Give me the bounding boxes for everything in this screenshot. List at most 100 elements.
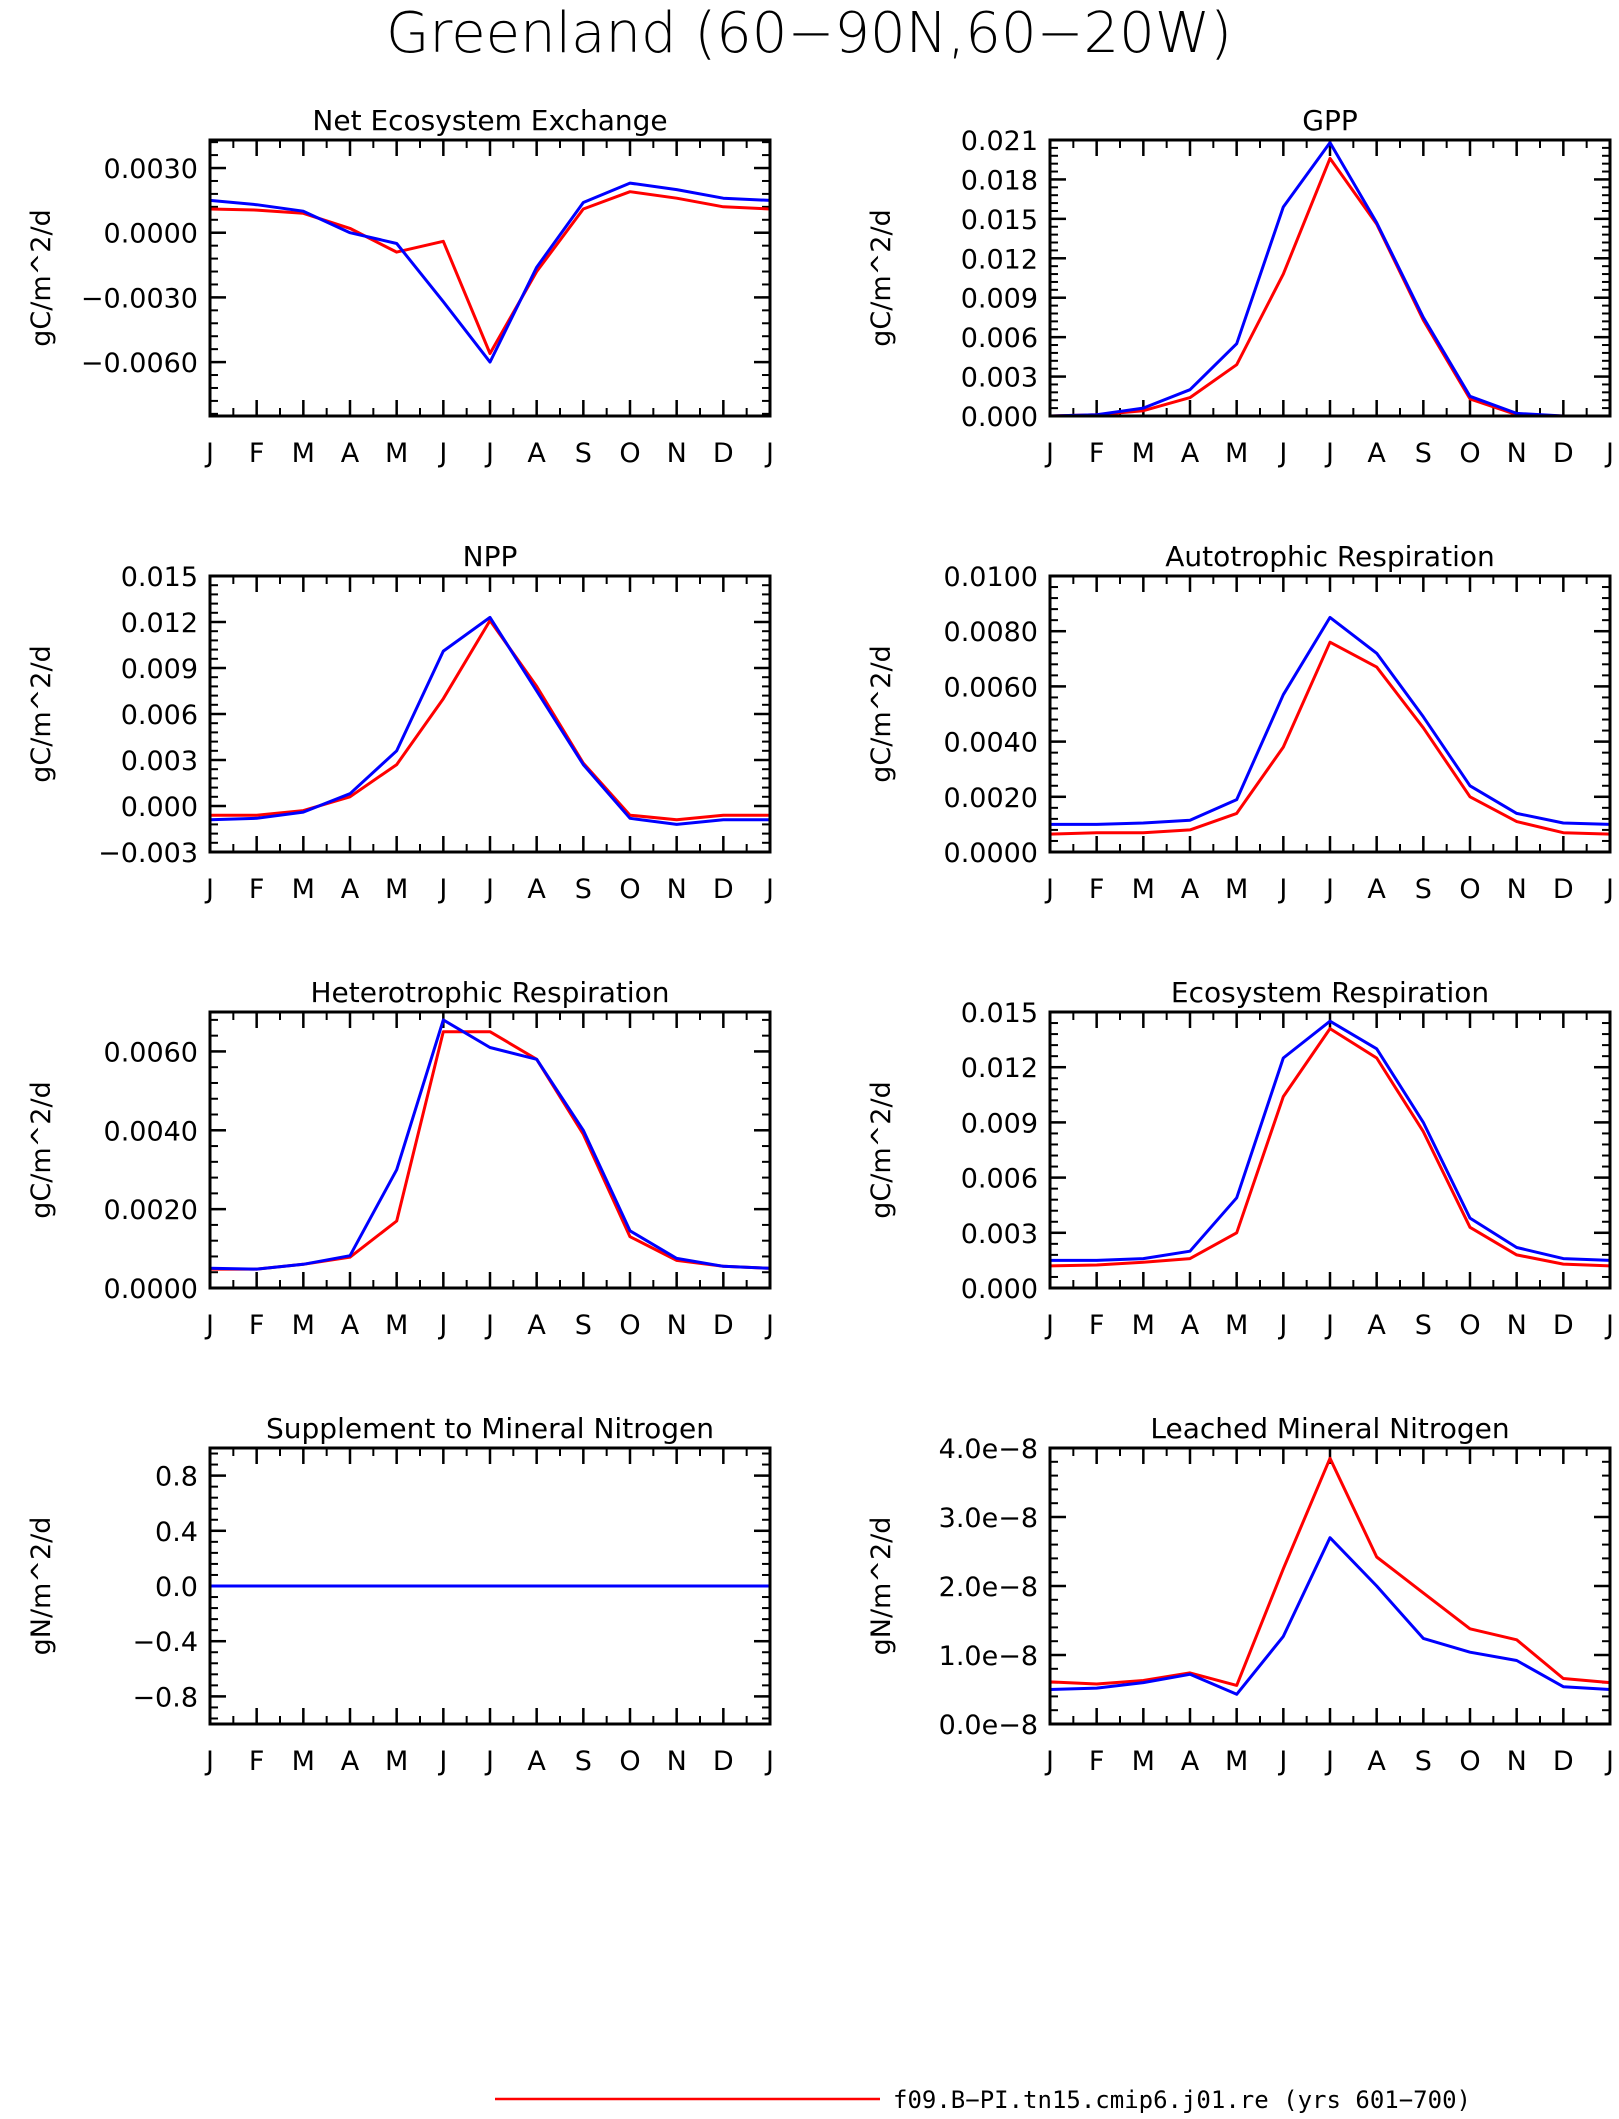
- legend-label: f09.B−PI.tn15.cmip6.j01.re (yrs 601−700): [893, 2086, 1471, 2114]
- x-tick-label: M: [1132, 874, 1155, 905]
- x-tick-label: M: [1225, 1746, 1248, 1777]
- x-tick-label: S: [575, 438, 592, 469]
- series-line-blue: [209, 615, 770, 826]
- series-line-red: [1049, 156, 1610, 418]
- x-tick-label: J: [1324, 1746, 1334, 1777]
- x-tick-label: A: [1367, 438, 1386, 469]
- y-tick-label: −0.4: [132, 1627, 198, 1658]
- panel-title: Autotrophic Respiration: [1165, 540, 1494, 573]
- series-line-red: [210, 1030, 771, 1271]
- chart-panel-6: Ecosystem Respiration gC/m^2/d 0.000 0.003 0…: [866, 976, 1614, 1341]
- x-tick-label: N: [1507, 1746, 1527, 1777]
- x-tick-label: M: [385, 438, 408, 469]
- y-tick-label: 0.003: [961, 1219, 1038, 1250]
- chart-panel-3: NPP gC/m^2/d −0.003 0.000 0.003 0.006 0.009 0.0…: [26, 540, 774, 905]
- x-tick-label: A: [341, 1746, 360, 1777]
- x-tick-label: D: [1553, 874, 1574, 905]
- legend: f09.B−PI.tn15.cmip6.j01.re (yrs 601−700): [495, 2086, 1471, 2114]
- x-tick-label: N: [667, 1746, 687, 1777]
- panel-title: Ecosystem Respiration: [1171, 976, 1489, 1009]
- x-tick-label: J: [484, 1310, 494, 1341]
- x-tick-label: J: [1324, 438, 1334, 469]
- x-tick-label: D: [713, 438, 734, 469]
- x-tick-label: J: [1277, 1310, 1287, 1341]
- x-tick-label: J: [437, 1746, 447, 1777]
- y-tick-label: 0.0: [155, 1572, 198, 1603]
- plot-frame: [208, 574, 772, 854]
- y-tick-label: 0.0000: [944, 838, 1038, 869]
- x-tick-label: O: [1459, 1746, 1480, 1777]
- series-line-blue: [1049, 1536, 1611, 1696]
- x-tick-label: A: [527, 1746, 546, 1777]
- series-line-red: [1049, 1027, 1611, 1268]
- panel-title: Net Ecosystem Exchange: [312, 104, 667, 137]
- y-axis-label: gN/m^2/d: [866, 1517, 897, 1656]
- plot-frame: [208, 1010, 772, 1290]
- y-tick-label: 0.0060: [944, 672, 1038, 703]
- chart-panel-1: Net Ecosystem Exchange gC/m^2/d 0.0030 0.00…: [26, 104, 774, 469]
- x-tick-label: O: [1459, 438, 1480, 469]
- x-tick-label: S: [1415, 1746, 1432, 1777]
- y-tick-label: 0.0020: [944, 783, 1038, 814]
- x-tick-label: A: [1367, 1310, 1386, 1341]
- chart-panel-2: GPP gC/m^2/d 0.000 0.003 0.006 0.009 0.012 0.01…: [866, 104, 1614, 469]
- x-tick-label: A: [1367, 1746, 1386, 1777]
- series-line-red: [1049, 640, 1611, 836]
- x-tick-label: O: [1459, 1310, 1480, 1341]
- x-tick-label: O: [619, 1310, 640, 1341]
- x-tick-label: J: [1044, 874, 1054, 905]
- y-axis-label: gC/m^2/d: [26, 645, 57, 782]
- x-tick-label: A: [341, 1310, 360, 1341]
- y-tick-label: −0.0030: [81, 283, 198, 314]
- y-axis-label: gC/m^2/d: [866, 209, 897, 346]
- x-tick-label: J: [1604, 438, 1614, 469]
- x-tick-label: N: [667, 438, 687, 469]
- panel-title: GPP: [1302, 104, 1357, 137]
- series-line-blue: [209, 1018, 771, 1271]
- x-tick-label: A: [527, 874, 546, 905]
- series-line-red: [210, 619, 770, 822]
- x-tick-label: J: [1277, 438, 1287, 469]
- y-tick-label: 0.0040: [104, 1116, 198, 1147]
- panels: Net Ecosystem ExchangegC/m^2/d0.00300.00…: [26, 104, 1614, 1777]
- x-tick-label: D: [713, 1746, 734, 1777]
- x-tick-label: A: [527, 1310, 546, 1341]
- x-tick-label: M: [1225, 438, 1248, 469]
- x-tick-label: D: [1553, 1310, 1574, 1341]
- panel-title: Heterotrophic Respiration: [311, 976, 670, 1009]
- series-line-red: [1049, 1456, 1611, 1687]
- x-tick-label: M: [385, 1746, 408, 1777]
- x-tick-label: J: [1604, 1746, 1614, 1777]
- x-tick-label: A: [1367, 874, 1386, 905]
- x-tick-label: J: [484, 438, 494, 469]
- x-tick-label: F: [1089, 438, 1105, 469]
- x-tick-label: O: [619, 874, 640, 905]
- y-tick-label: 0.8: [155, 1462, 198, 1493]
- panel-title: Supplement to Mineral Nitrogen: [266, 1412, 714, 1445]
- x-tick-label: D: [1553, 438, 1574, 469]
- x-tick-label: S: [575, 1746, 592, 1777]
- y-tick-label: 0.0030: [104, 154, 198, 185]
- figure-title: Greenland (60−90N,60−20W): [386, 1, 1232, 66]
- chart-panel-5: Heterotrophic Respiration gC/m^2/d 0.0000 0…: [26, 976, 774, 1341]
- x-tick-label: A: [1181, 1746, 1200, 1777]
- x-tick-label: J: [1277, 1746, 1287, 1777]
- x-tick-label: M: [385, 1310, 408, 1341]
- x-tick-label: O: [619, 438, 640, 469]
- y-tick-label: 0.0080: [944, 617, 1038, 648]
- y-tick-label: 4.0e−8: [939, 1434, 1038, 1465]
- y-tick-label: 1.0e−8: [939, 1641, 1038, 1672]
- x-tick-label: M: [1225, 874, 1248, 905]
- x-tick-label: N: [667, 1310, 687, 1341]
- y-tick-label: 0.021: [961, 126, 1038, 157]
- x-tick-label: M: [292, 1746, 315, 1777]
- y-tick-label: 0.015: [961, 998, 1038, 1029]
- x-tick-label: M: [385, 874, 408, 905]
- x-tick-label: N: [1507, 1310, 1527, 1341]
- series-line-blue: [209, 181, 771, 364]
- x-tick-label: A: [341, 438, 360, 469]
- y-tick-label: 0.006: [121, 700, 198, 731]
- x-tick-label: J: [1324, 874, 1334, 905]
- y-tick-label: 0.000: [961, 1274, 1038, 1305]
